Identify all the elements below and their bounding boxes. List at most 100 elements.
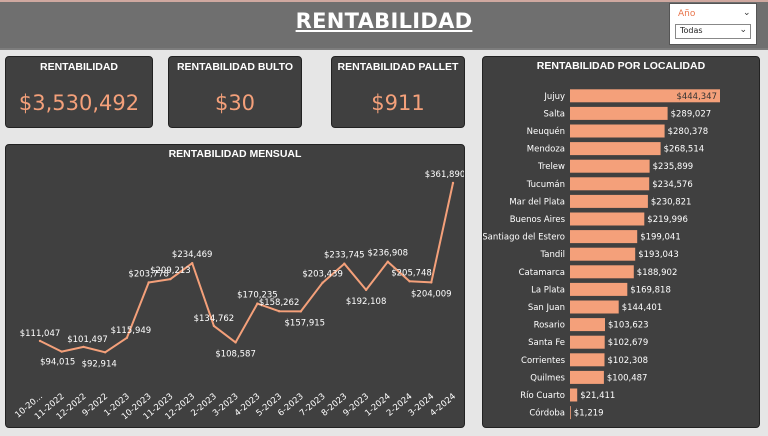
data-label: $111,047 (20, 329, 61, 339)
data-label: $236,908 (368, 249, 409, 259)
bar (570, 318, 605, 332)
data-label: $157,915 (285, 318, 326, 328)
category-label: Tucumán (526, 180, 565, 190)
category-label: Corrientes (521, 356, 566, 366)
data-label: $102,679 (608, 338, 649, 348)
locality-chart-card: RENTABILIDAD POR LOCALIDAD Jujuy $444,347… (482, 56, 760, 428)
data-label: $103,623 (608, 321, 649, 331)
data-label: $102,308 (608, 356, 649, 366)
year-dropdown[interactable]: Todas ⌄ (675, 24, 751, 39)
data-label: $203,439 (302, 270, 343, 280)
data-label: $108,587 (215, 349, 256, 359)
year-slicer[interactable]: Año ⌄ Todas ⌄ (669, 3, 757, 45)
data-label: $233,745 (324, 251, 365, 261)
data-label: $21,411 (580, 391, 615, 401)
data-label: $115,949 (111, 326, 152, 336)
category-label: Tandil (540, 250, 566, 260)
data-label: $199,041 (640, 233, 681, 243)
data-point (451, 181, 455, 185)
data-point (299, 310, 302, 313)
kpi-title: RENTABILIDAD BULTO (176, 61, 294, 73)
report-header: RENTABILIDAD (0, 0, 768, 50)
category-label: Buenos Aires (510, 215, 566, 225)
bar (570, 124, 665, 138)
bar (570, 247, 636, 261)
data-point (386, 260, 389, 263)
kpi-value: $911 (371, 91, 425, 115)
bar (570, 89, 720, 103)
data-label: $193,043 (638, 250, 679, 260)
category-label: Trelew (537, 162, 565, 172)
data-label: $209,213 (150, 266, 191, 276)
data-point (212, 324, 216, 328)
bar (570, 370, 604, 384)
category-label: Río Cuarto (520, 391, 565, 401)
category-label: Quilmes (530, 373, 565, 383)
data-label: $144,401 (622, 303, 663, 313)
chart-title: RENTABILIDAD MENSUAL (168, 148, 302, 160)
data-label: $234,576 (652, 180, 693, 190)
category-label: Rosario (534, 321, 565, 331)
category-label: Mendoza (527, 145, 565, 155)
data-label: $158,262 (259, 298, 300, 308)
series-line (39, 182, 454, 354)
data-point (277, 310, 281, 313)
bar (570, 230, 638, 244)
data-label: $205,748 (391, 268, 432, 278)
slicer-label: Año (678, 9, 696, 19)
data-label: $204,009 (411, 289, 452, 299)
data-label: $289,027 (671, 109, 712, 119)
chart-title: RENTABILIDAD POR LOCALIDAD (536, 60, 706, 72)
data-label: $134,762 (194, 314, 235, 324)
data-label: $219,996 (647, 215, 688, 225)
data-label: $94,015 (40, 358, 75, 368)
data-point (256, 302, 259, 305)
category-label: Santa Fe (528, 338, 565, 348)
data-label: $444,347 (676, 92, 717, 102)
category-label: Neuquén (527, 126, 565, 137)
chevron-down-icon[interactable]: ⌄ (739, 25, 747, 35)
data-point (321, 281, 324, 284)
data-label: $361,890 (425, 170, 464, 180)
data-point (191, 262, 194, 265)
data-label: $101,497 (67, 335, 108, 345)
kpi-card-rentabilidad: RENTABILIDAD $3,530,492 (5, 56, 153, 128)
data-point (60, 350, 63, 353)
category-label: Catamarca (519, 268, 565, 278)
dropdown-value: Todas (680, 26, 703, 35)
data-point (408, 280, 411, 283)
kpi-title: RENTABILIDAD (40, 61, 118, 73)
category-label: Mar del Plata (509, 197, 565, 207)
monthly-line-chart: $111,047 $94,015 $101,497 $92,914 $115,949 $2… (13, 170, 464, 422)
bar (570, 106, 668, 120)
data-label: $280,378 (668, 127, 709, 137)
category-label: Córdoba (529, 408, 565, 419)
data-label: $188,902 (637, 268, 678, 278)
bar (570, 353, 605, 367)
data-label: $170,235 (237, 291, 278, 301)
bar (570, 142, 661, 156)
data-point (364, 288, 368, 292)
data-point (343, 262, 346, 265)
data-label: $230,821 (651, 197, 692, 207)
category-label: San Juan (528, 303, 565, 313)
kpi-card-rentabilidad-bulto: RENTABILIDAD BULTO $30 (168, 56, 302, 128)
bar (570, 388, 578, 402)
category-label: Salta (543, 109, 565, 119)
bar (570, 282, 628, 296)
data-label: $100,487 (607, 373, 648, 383)
chevron-down-icon[interactable]: ⌄ (743, 8, 751, 18)
bar (570, 406, 571, 420)
bar (570, 212, 645, 226)
data-point (169, 277, 172, 281)
data-point (125, 336, 129, 339)
data-label: $92,914 (82, 359, 117, 369)
kpi-title: RENTABILIDAD PALLET (337, 61, 459, 73)
monthly-chart-card: RENTABILIDAD MENSUAL $111,047 $94,015 $101… (5, 144, 465, 428)
bar (570, 194, 648, 208)
bar (570, 265, 634, 279)
page-title: RENTABILIDAD (295, 9, 473, 33)
bar (570, 177, 650, 191)
data-label: $203,778 (128, 270, 169, 280)
category-label: La Plata (531, 285, 565, 295)
